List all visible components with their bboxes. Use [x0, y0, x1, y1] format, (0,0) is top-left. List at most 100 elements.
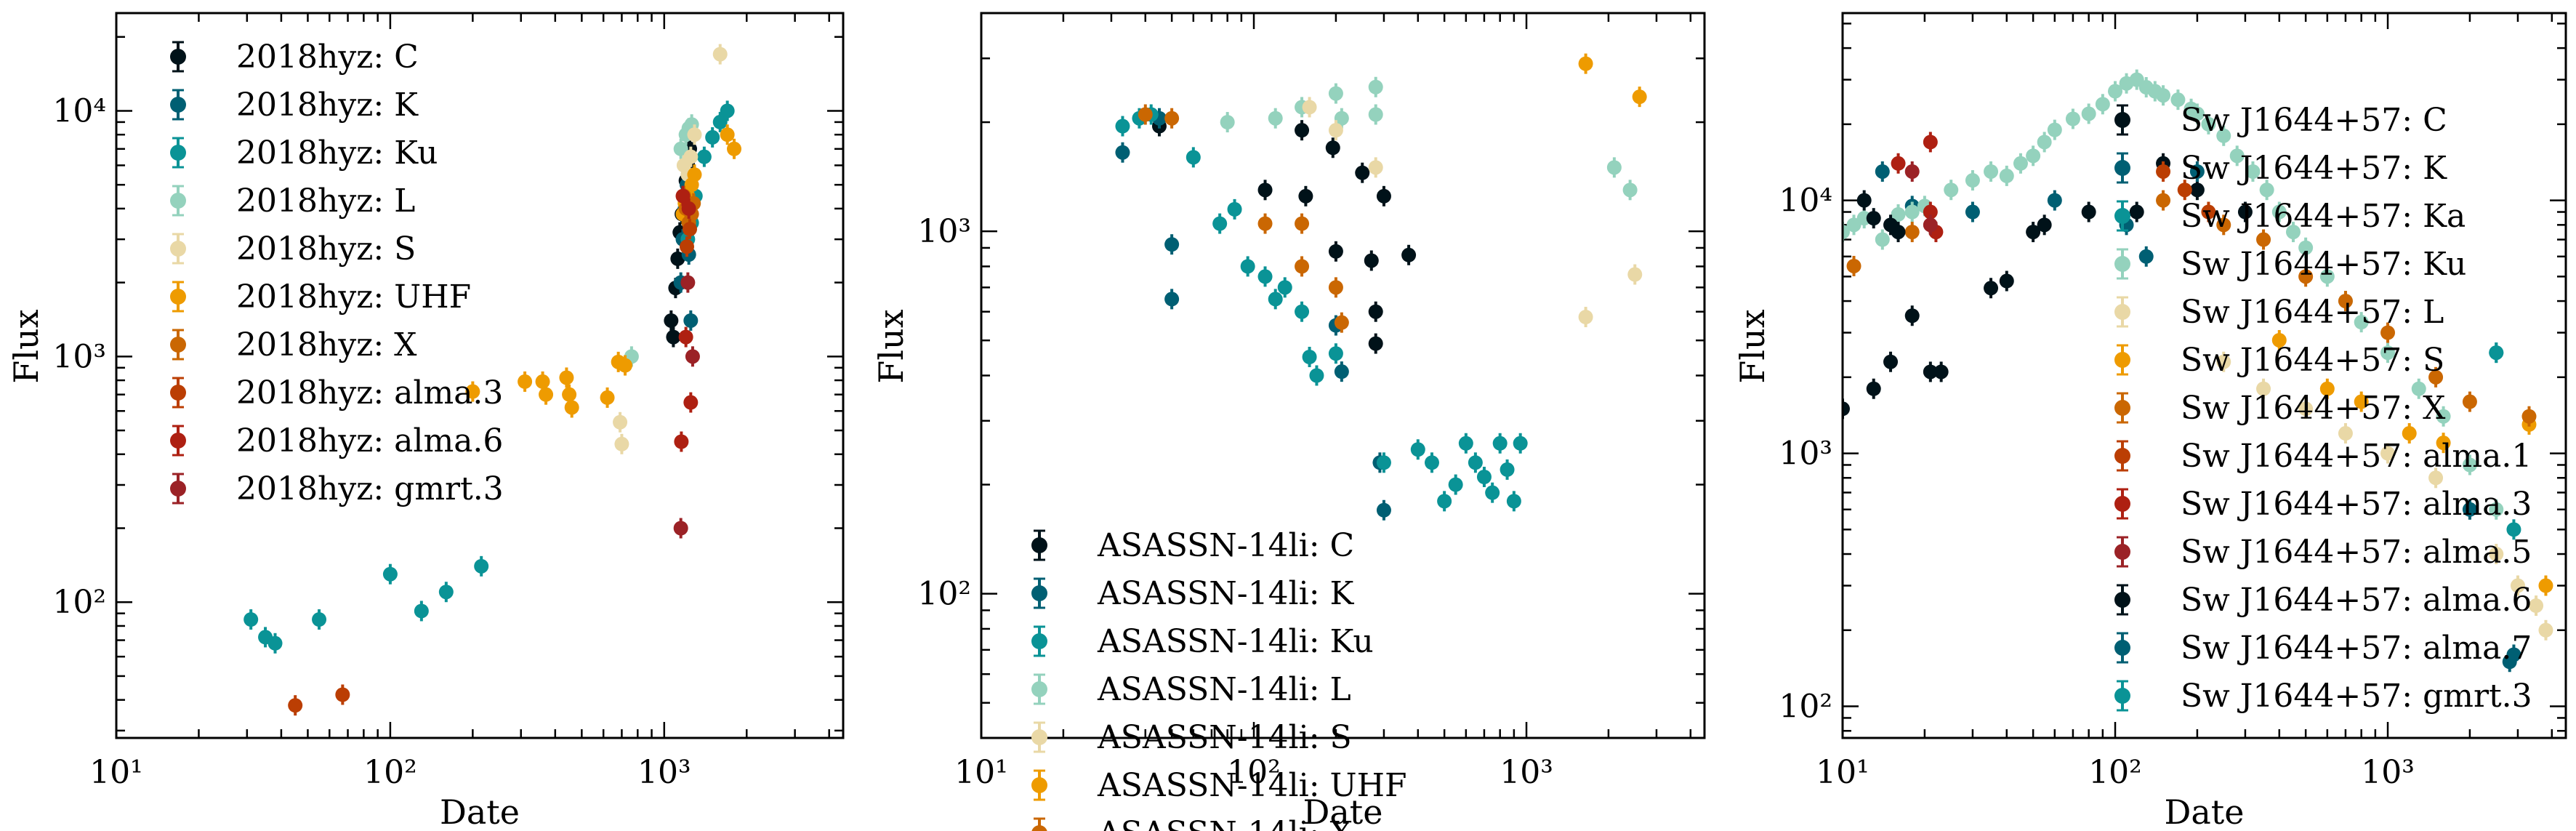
data-point — [1933, 364, 1949, 380]
y-tick-label: 10³ — [52, 338, 106, 375]
data-point — [2298, 401, 2314, 417]
data-point — [685, 349, 700, 364]
data-point — [1295, 304, 1310, 319]
data-point — [1891, 156, 1906, 171]
series — [613, 44, 728, 454]
data-point — [2065, 111, 2080, 127]
x-tick-label: 10³ — [2361, 754, 2415, 791]
data-point — [1448, 477, 1463, 492]
data-point — [1984, 164, 1999, 179]
legend-label: Sw J1644+57: alma.5 — [2181, 534, 2532, 571]
legend-marker — [1031, 681, 1047, 697]
legend-label: ASASSN-14li: X — [1097, 815, 1353, 831]
legend-marker — [170, 337, 186, 353]
legend-marker — [2114, 688, 2130, 704]
data-point — [1904, 164, 1920, 179]
data-point — [2216, 217, 2231, 233]
legend-marker — [170, 145, 186, 161]
series — [2216, 351, 2553, 641]
data-point — [2259, 182, 2274, 198]
data-point — [1513, 435, 1528, 451]
data-point — [1368, 304, 1383, 319]
data-point — [674, 434, 689, 449]
data-point — [1328, 280, 1343, 295]
data-point — [1606, 160, 1622, 175]
data-point — [2201, 116, 2216, 132]
data-point — [1257, 216, 1273, 231]
data-point — [2170, 92, 2186, 108]
data-point — [683, 395, 699, 410]
data-point — [1401, 247, 1417, 262]
data-point — [1368, 107, 1383, 122]
data-point — [2189, 164, 2205, 179]
data-point — [1268, 111, 1283, 126]
data-point — [1458, 435, 1473, 451]
legend-marker — [2114, 544, 2130, 560]
legend-marker — [2114, 352, 2130, 368]
series — [2156, 161, 2216, 222]
legend-label: Sw J1644+57: S — [2181, 342, 2444, 379]
axes-frame — [115, 12, 845, 739]
legend-label: 2018hyz: alma.6 — [236, 422, 503, 459]
data-point — [2402, 426, 2417, 441]
y-axis-label: Flux — [872, 309, 911, 383]
data-point — [1364, 253, 1379, 268]
data-point — [562, 387, 577, 402]
legend-marker — [2114, 304, 2130, 320]
data-point — [2529, 598, 2544, 614]
data-point — [2506, 647, 2521, 662]
series — [1220, 76, 1638, 201]
data-point — [2338, 426, 2353, 441]
data-point — [2047, 122, 2062, 137]
legend-label: 2018hyz: L — [236, 182, 415, 220]
data-point — [1328, 86, 1343, 101]
data-point — [2380, 325, 2396, 340]
data-point — [2271, 204, 2287, 220]
data-point — [2189, 106, 2205, 121]
data-point — [2521, 409, 2537, 424]
data-point — [2047, 193, 2062, 208]
legend-label: Sw J1644+57: Ku — [2181, 246, 2466, 283]
series — [288, 219, 698, 716]
data-point — [1923, 364, 1938, 380]
data-point — [2216, 128, 2231, 143]
data-point — [1368, 160, 1383, 175]
data-point — [465, 384, 480, 399]
series — [1578, 53, 1647, 108]
legend-marker — [2114, 208, 2130, 224]
data-point — [1856, 193, 1872, 208]
data-point — [681, 201, 696, 216]
x-tick-label: 10² — [2088, 754, 2142, 791]
data-layer — [1115, 53, 1647, 521]
data-point — [2026, 148, 2041, 164]
legend-marker — [2114, 112, 2130, 128]
data-point — [1883, 354, 1899, 369]
y-tick-label: 10⁴ — [52, 92, 106, 129]
data-point — [2285, 225, 2301, 240]
data-point — [2271, 332, 2287, 348]
data-point — [666, 329, 681, 345]
x-tick-label: 10¹ — [1816, 754, 1869, 791]
y-axis-label: Flux — [1733, 309, 1772, 383]
data-point — [1437, 494, 1452, 509]
series — [465, 124, 742, 418]
series — [1151, 116, 1417, 354]
data-point — [2298, 240, 2314, 255]
data-point — [518, 374, 533, 389]
data-point — [613, 414, 628, 430]
legend-label: Sw J1644+57: gmrt.3 — [2181, 678, 2532, 715]
data-point — [680, 275, 696, 290]
data-point — [2428, 470, 2444, 486]
legend-label: Sw J1644+57: K — [2181, 150, 2447, 187]
data-point — [1506, 494, 1521, 509]
data-point — [712, 114, 728, 129]
data-point — [2216, 354, 2231, 369]
data-point — [2538, 578, 2553, 593]
data-point — [1875, 232, 1890, 247]
subplot-3: 10¹ 10² 10³ 10² 10³ 10⁴ Date Flux Sw J1644+57: C… — [1733, 12, 2567, 831]
data-point — [678, 329, 693, 345]
x-tick-label: 10² — [1227, 754, 1281, 791]
data-point — [2319, 381, 2335, 396]
data-point — [1368, 79, 1383, 95]
data-point — [2177, 182, 2192, 198]
